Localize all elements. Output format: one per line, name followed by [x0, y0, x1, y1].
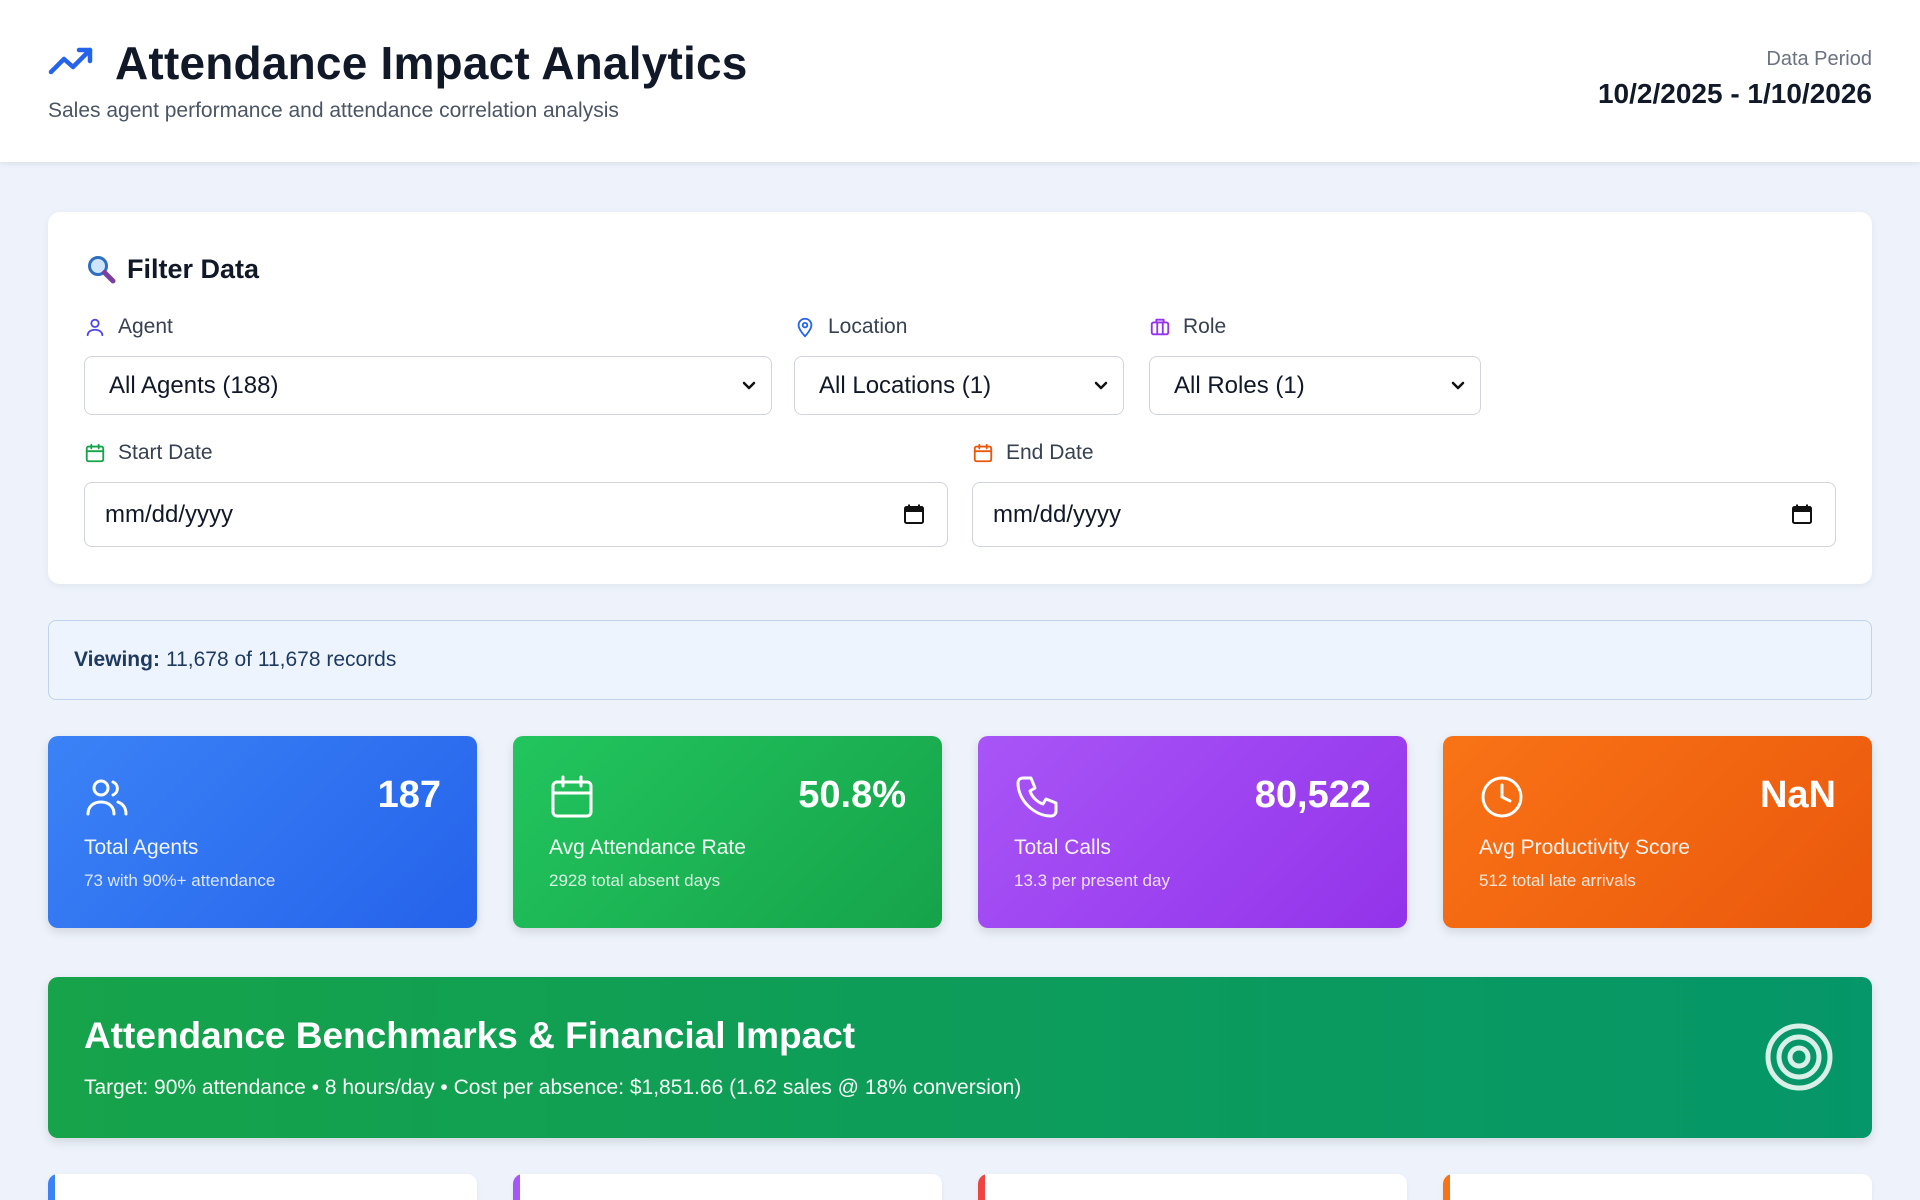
end-date-label-text: End Date	[1006, 441, 1094, 464]
data-period-label: Data Period	[1766, 48, 1872, 70]
calendar-icon	[973, 443, 993, 463]
benchmark-card	[1443, 1174, 1872, 1200]
stat-subtext: 2928 total absent days	[549, 871, 721, 890]
clock-icon	[1481, 776, 1523, 818]
location-select[interactable]: All Locations (1)	[794, 356, 1124, 415]
benchmark-card	[978, 1174, 1407, 1200]
page-subtitle: Sales agent performance and attendance c…	[48, 99, 619, 122]
stat-value: NaN	[1759, 774, 1836, 816]
viewing-label: Viewing:	[74, 648, 160, 671]
filter-panel: Filter Data Agent All Agents (188) Locat…	[48, 212, 1872, 584]
stat-label: Avg Productivity Score	[1479, 836, 1690, 859]
chevron-down-icon	[1451, 381, 1465, 390]
card-accent	[978, 1174, 985, 1200]
start-date-label-text: Start Date	[118, 441, 213, 464]
stat-label: Total Calls	[1014, 836, 1111, 859]
stat-subtext: 512 total late arrivals	[1479, 871, 1636, 890]
card-accent	[48, 1174, 55, 1200]
stat-value: 50.8%	[798, 774, 906, 816]
benchmark-card	[513, 1174, 942, 1200]
location-label-text: Location	[828, 315, 908, 338]
calendar-icon	[85, 443, 105, 463]
chevron-down-icon	[742, 381, 756, 390]
benchmark-title: Attendance Benchmarks & Financial Impact	[84, 1015, 856, 1056]
role-select-value: All Roles (1)	[1174, 371, 1305, 399]
stat-subtext: 73 with 90%+ attendance	[84, 871, 276, 890]
magnifier-icon	[88, 256, 116, 284]
end-date-label: End Date	[972, 441, 1094, 465]
stat-value: 187	[377, 774, 441, 816]
card-accent	[513, 1174, 520, 1200]
record-count-bar: Viewing: 11,678 of 11,678 records	[48, 620, 1872, 700]
benchmark-card	[48, 1174, 477, 1200]
phone-icon	[1016, 776, 1058, 818]
card-accent	[1443, 1174, 1450, 1200]
benchmark-banner: Attendance Benchmarks & Financial Impact…	[48, 977, 1872, 1138]
agent-select[interactable]: All Agents (188)	[84, 356, 772, 415]
start-date-input[interactable]: mm/dd/yyyy	[84, 482, 948, 547]
location-label: Location	[794, 315, 907, 339]
stat-value: 80,522	[1254, 774, 1371, 816]
role-label: Role	[1149, 315, 1226, 339]
stat-card-total-calls: 80,522 Total Calls 13.3 per present day	[978, 736, 1407, 928]
calendar-picker-icon[interactable]	[903, 503, 925, 525]
chevron-down-icon	[1094, 381, 1108, 390]
role-select[interactable]: All Roles (1)	[1149, 356, 1481, 415]
stat-label: Total Agents	[84, 836, 199, 859]
stat-card-productivity: NaN Avg Productivity Score 512 total lat…	[1443, 736, 1872, 928]
map-pin-icon	[797, 317, 813, 338]
stat-subtext: 13.3 per present day	[1014, 871, 1170, 890]
stat-card-attendance-rate: 50.8% Avg Attendance Rate 2928 total abs…	[513, 736, 942, 928]
end-date-input[interactable]: mm/dd/yyyy	[972, 482, 1836, 547]
agent-select-value: All Agents (188)	[109, 371, 279, 399]
role-label-text: Role	[1183, 315, 1227, 338]
stat-label: Avg Attendance Rate	[549, 836, 746, 859]
location-select-value: All Locations (1)	[819, 371, 992, 399]
filter-title: Filter Data	[127, 254, 260, 284]
page-header: Attendance Impact Analytics Sales agent …	[0, 0, 1920, 162]
calendar-picker-icon[interactable]	[1791, 503, 1813, 525]
briefcase-icon	[1150, 318, 1170, 336]
agent-label-text: Agent	[118, 315, 173, 338]
viewing-count: 11,678 of 11,678 records	[165, 648, 397, 671]
user-icon	[86, 318, 104, 337]
end-date-placeholder: mm/dd/yyyy	[993, 500, 1122, 528]
stat-card-total-agents: 187 Total Agents 73 with 90%+ attendance	[48, 736, 477, 928]
benchmark-subtitle: Target: 90% attendance • 8 hours/day • C…	[84, 1076, 1022, 1099]
target-icon	[1765, 1023, 1833, 1091]
users-icon	[86, 779, 128, 816]
agent-label: Agent	[84, 315, 173, 339]
start-date-label: Start Date	[84, 441, 213, 465]
trending-up-icon	[48, 47, 93, 75]
start-date-placeholder: mm/dd/yyyy	[105, 500, 234, 528]
data-period-value: 10/2/2025 - 1/10/2026	[1597, 78, 1872, 109]
calendar-icon	[551, 775, 593, 818]
page-title: Attendance Impact Analytics	[115, 37, 748, 89]
